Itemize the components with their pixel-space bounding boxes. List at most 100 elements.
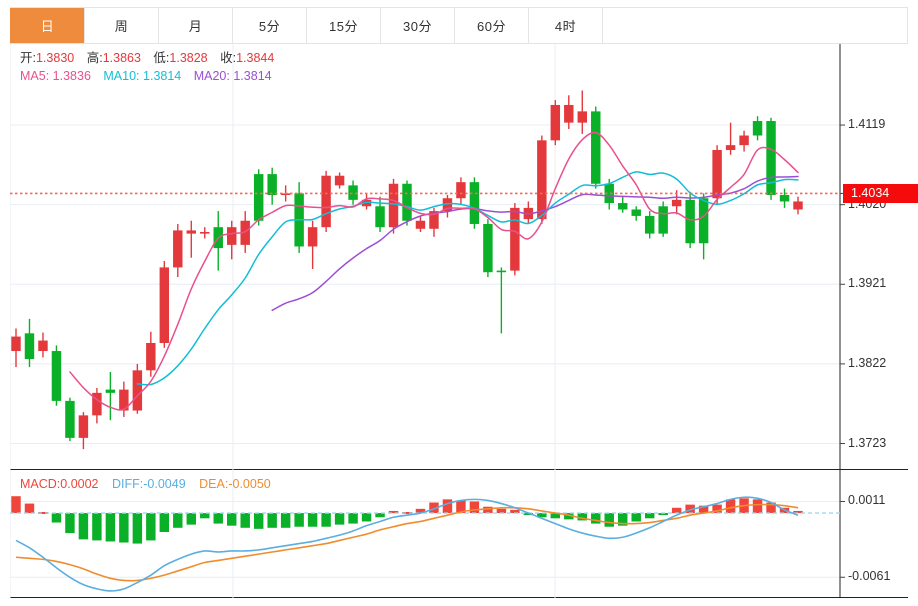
candle-body bbox=[550, 104, 561, 141]
macd-bar bbox=[334, 513, 345, 525]
candle-body bbox=[564, 104, 574, 123]
macd-bar bbox=[766, 502, 776, 514]
candlestick-series bbox=[11, 90, 803, 450]
macd-bar bbox=[361, 513, 372, 522]
candle-body bbox=[442, 198, 453, 212]
current-price-tag: 1.4034 bbox=[843, 184, 918, 204]
macd-bar bbox=[793, 510, 803, 514]
candle-body bbox=[415, 220, 426, 229]
macd-bar bbox=[51, 513, 62, 523]
tab-label: 30分 bbox=[403, 19, 432, 34]
tab-day[interactable]: 日 bbox=[10, 8, 84, 43]
tab-5min[interactable]: 5分 bbox=[232, 8, 306, 43]
candle-body bbox=[11, 336, 21, 352]
macd-axis-tick-label: 0.0011 bbox=[848, 493, 886, 508]
candle-body bbox=[658, 206, 668, 234]
candle-body bbox=[92, 392, 102, 416]
tab-4hour[interactable]: 4时 bbox=[528, 8, 602, 43]
macd-bar bbox=[307, 513, 318, 527]
macd-bar bbox=[402, 512, 412, 514]
price-chart-pane[interactable] bbox=[10, 44, 908, 470]
candle-body bbox=[240, 220, 250, 245]
macd-bar bbox=[658, 513, 668, 516]
macd-bar bbox=[11, 496, 21, 514]
macd-bar bbox=[618, 513, 628, 526]
macd-bar bbox=[173, 513, 183, 528]
candle-body bbox=[712, 149, 722, 199]
candle-body bbox=[227, 227, 237, 245]
macd-bar bbox=[469, 501, 480, 514]
candle-body bbox=[65, 400, 75, 438]
candle-body bbox=[510, 207, 520, 271]
macd-bar bbox=[604, 513, 614, 527]
macd-bar bbox=[186, 513, 196, 525]
candle-body bbox=[132, 370, 143, 411]
candle-body bbox=[267, 174, 277, 196]
tab-label: 4时 bbox=[554, 19, 577, 34]
tab-bar-filler bbox=[602, 8, 907, 43]
tab-label: 日 bbox=[40, 19, 55, 34]
tab-label: 60分 bbox=[477, 19, 506, 34]
macd-bar bbox=[348, 513, 358, 524]
price-axis-tick-label: 1.3921 bbox=[848, 276, 887, 291]
macd-bar bbox=[483, 506, 493, 514]
candle-body bbox=[685, 199, 695, 244]
candle-body bbox=[631, 209, 641, 216]
macd-chart-pane[interactable] bbox=[10, 470, 908, 598]
candle-body bbox=[456, 182, 466, 199]
macd-bar bbox=[200, 513, 210, 519]
diff-line bbox=[15, 496, 799, 592]
macd-axis-tick-label: -0.0061 bbox=[848, 569, 891, 584]
ma10-line bbox=[136, 171, 799, 386]
macd-bar bbox=[631, 513, 641, 522]
tab-60min[interactable]: 60分 bbox=[454, 8, 528, 43]
macd-bar bbox=[294, 513, 304, 527]
macd-bar bbox=[65, 513, 75, 534]
macd-bar bbox=[671, 507, 682, 514]
candle-body bbox=[146, 342, 156, 371]
macd-bar bbox=[132, 513, 143, 544]
macd-bar bbox=[523, 513, 534, 516]
period-tab-bar: 日 周 月 5分 15分 30分 60分 4时 bbox=[10, 7, 908, 44]
macd-bar bbox=[240, 513, 250, 528]
candle-body bbox=[348, 185, 358, 200]
macd-bar bbox=[280, 513, 291, 528]
candle-body bbox=[671, 199, 682, 207]
candle-body bbox=[402, 183, 412, 221]
candle-body bbox=[469, 182, 480, 224]
macd-bar bbox=[510, 509, 520, 514]
candle-body bbox=[388, 183, 399, 228]
tab-week[interactable]: 周 bbox=[84, 8, 158, 43]
candle-body bbox=[537, 140, 547, 220]
macd-bar bbox=[253, 513, 264, 529]
candle-body bbox=[51, 351, 62, 401]
macd-bar bbox=[644, 513, 655, 519]
candle-body bbox=[698, 198, 709, 244]
tab-label: 15分 bbox=[329, 19, 358, 34]
candle-body bbox=[280, 193, 291, 196]
tab-month[interactable]: 月 bbox=[158, 8, 232, 43]
macd-bar bbox=[213, 513, 223, 524]
candle-body bbox=[186, 230, 196, 234]
tab-label: 周 bbox=[114, 19, 129, 34]
candle-body bbox=[253, 174, 264, 221]
macd-bar bbox=[105, 513, 116, 542]
candle-body bbox=[429, 211, 439, 229]
tab-15min[interactable]: 15分 bbox=[306, 8, 380, 43]
macd-bar bbox=[442, 499, 453, 514]
macd-bar bbox=[456, 500, 466, 514]
macd-bar bbox=[591, 513, 601, 524]
macd-bar bbox=[564, 513, 574, 520]
candle-body bbox=[173, 230, 183, 268]
tab-30min[interactable]: 30分 bbox=[380, 8, 454, 43]
candle-body bbox=[739, 135, 749, 146]
macd-bar bbox=[267, 513, 277, 528]
macd-bar bbox=[496, 508, 507, 514]
macd-bar bbox=[24, 503, 35, 514]
candle-body bbox=[779, 195, 790, 202]
macd-bar bbox=[388, 510, 399, 514]
candle-body bbox=[200, 232, 210, 234]
macd-bar bbox=[725, 499, 736, 514]
macd-bar bbox=[38, 512, 48, 514]
macd-bar bbox=[577, 513, 587, 521]
